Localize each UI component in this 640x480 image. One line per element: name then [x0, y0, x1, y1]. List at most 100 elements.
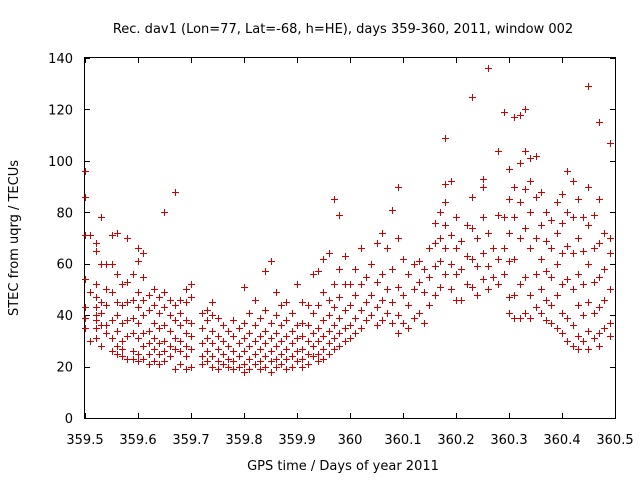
data-point [124, 235, 131, 242]
data-point [278, 338, 285, 345]
data-point [273, 289, 280, 296]
data-point [527, 315, 534, 322]
data-point [379, 317, 386, 324]
data-point [188, 281, 195, 288]
data-point [517, 160, 524, 167]
data-point [172, 335, 179, 342]
data-point [585, 83, 592, 90]
data-point [283, 317, 290, 324]
data-point [522, 274, 529, 281]
data-point [411, 261, 418, 268]
data-point [527, 155, 534, 162]
data-point [204, 307, 211, 314]
data-point [156, 310, 163, 317]
data-point [236, 340, 243, 347]
data-point [533, 271, 540, 278]
data-point [448, 286, 455, 293]
data-point [331, 346, 338, 353]
data-point [167, 312, 174, 319]
data-point [167, 328, 174, 335]
data-point [607, 333, 614, 340]
data-point [347, 322, 354, 329]
data-point [156, 340, 163, 347]
data-point [432, 292, 439, 299]
data-point [177, 322, 184, 329]
data-point [305, 302, 312, 309]
data-point [342, 253, 349, 260]
data-point [527, 209, 534, 216]
data-point [326, 297, 333, 304]
data-point [299, 299, 306, 306]
data-point [177, 338, 184, 345]
data-point [87, 289, 94, 296]
data-point [130, 315, 137, 322]
data-point [363, 299, 370, 306]
data-point [114, 328, 121, 335]
data-point [331, 322, 338, 329]
data-point [368, 261, 375, 268]
data-point [527, 245, 534, 252]
data-point [485, 286, 492, 293]
data-point [442, 181, 449, 188]
data-point [230, 366, 237, 373]
data-point [538, 189, 545, 196]
data-point [464, 222, 471, 229]
data-point [517, 112, 524, 119]
data-point [103, 330, 110, 337]
data-point [283, 346, 290, 353]
data-point [570, 322, 577, 329]
data-point [469, 94, 476, 101]
data-point [442, 245, 449, 252]
data-point [522, 106, 529, 113]
data-point [289, 340, 296, 347]
data-point [336, 315, 343, 322]
data-point [538, 286, 545, 293]
data-point [294, 348, 301, 355]
data-point [426, 302, 433, 309]
data-point [389, 266, 396, 273]
data-point [543, 209, 550, 216]
data-point [124, 317, 131, 324]
data-point [140, 312, 147, 319]
data-point [294, 335, 301, 342]
data-point [262, 307, 269, 314]
x-tick-label: 360.4 [543, 433, 580, 448]
data-point [151, 286, 158, 293]
data-point [268, 258, 275, 265]
data-point [585, 261, 592, 268]
data-point [320, 256, 327, 263]
data-point [517, 199, 524, 206]
data-point [596, 274, 603, 281]
data-point [283, 356, 290, 363]
data-point [389, 207, 396, 214]
y-tick-label: 40 [56, 309, 73, 324]
data-point [241, 348, 248, 355]
data-point [140, 297, 147, 304]
data-point [236, 325, 243, 332]
x-tick-label: 359.9 [278, 433, 315, 448]
data-point [82, 315, 89, 322]
data-point [114, 271, 121, 278]
data-point [246, 330, 253, 337]
data-point [585, 328, 592, 335]
data-point [320, 346, 327, 353]
data-point [437, 258, 444, 265]
data-point [416, 279, 423, 286]
data-point [580, 312, 587, 319]
data-point [559, 250, 566, 257]
data-point [395, 184, 402, 191]
data-point [554, 325, 561, 332]
x-tick-label: 360.1 [384, 433, 421, 448]
data-point [564, 338, 571, 345]
data-point [395, 312, 402, 319]
data-point [559, 330, 566, 337]
data-point [146, 307, 153, 314]
data-point [204, 358, 211, 365]
data-point [93, 335, 100, 342]
data-point [395, 284, 402, 291]
data-point [453, 245, 460, 252]
data-point [199, 310, 206, 317]
data-point [480, 176, 487, 183]
data-point [411, 286, 418, 293]
